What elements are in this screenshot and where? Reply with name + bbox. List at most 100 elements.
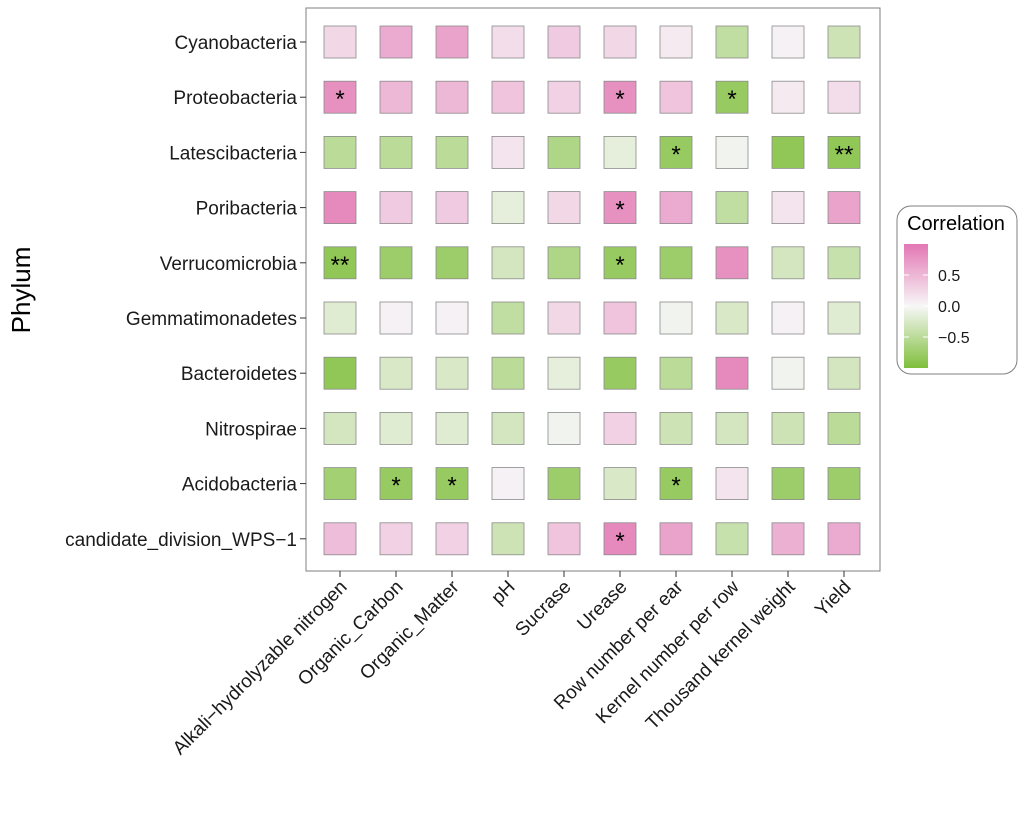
heatmap-cell xyxy=(323,246,357,280)
heatmap-cell xyxy=(491,80,525,114)
heatmap-cell xyxy=(715,522,749,556)
heatmap-cell xyxy=(715,246,749,280)
heatmap-cell xyxy=(323,191,357,225)
heatmap-cell xyxy=(771,191,805,225)
heatmap-cell xyxy=(827,80,861,114)
heatmap-cell xyxy=(827,191,861,225)
heatmap-cell xyxy=(659,467,693,501)
heatmap-cell xyxy=(715,135,749,169)
heatmap-cell xyxy=(603,356,637,390)
x-tick-label: Organic_Carbon xyxy=(294,577,407,690)
heatmap-cell xyxy=(435,301,469,335)
heatmap-cell xyxy=(827,135,861,169)
heatmap-cell xyxy=(491,522,525,556)
heatmap-cell xyxy=(659,191,693,225)
heatmap-cell xyxy=(715,25,749,59)
heatmap-cell xyxy=(771,522,805,556)
heatmap-cell xyxy=(547,467,581,501)
heatmap-cell xyxy=(603,25,637,59)
heatmap-cell xyxy=(771,301,805,335)
significance-mark: * xyxy=(727,86,736,113)
heatmap-cell xyxy=(771,356,805,390)
heatmap-cell xyxy=(603,191,637,225)
heatmap-cell xyxy=(547,301,581,335)
heatmap-cell xyxy=(771,246,805,280)
heatmap-cell xyxy=(323,25,357,59)
x-tick-label: Yield xyxy=(811,577,855,621)
heatmap-cell xyxy=(379,246,413,280)
x-tick-label: Organic_Matter xyxy=(356,576,464,684)
heatmap-cell xyxy=(715,356,749,390)
heatmap-cell xyxy=(771,135,805,169)
heatmap-cell xyxy=(435,135,469,169)
heatmap-cell xyxy=(435,467,469,501)
heatmap-cell xyxy=(603,80,637,114)
heatmap-cell xyxy=(491,135,525,169)
heatmap-cell xyxy=(659,246,693,280)
heatmap-cell xyxy=(603,411,637,445)
heatmap-cell xyxy=(827,467,861,501)
heatmap-cell xyxy=(771,411,805,445)
heatmap-cell xyxy=(827,411,861,445)
heatmap-cell xyxy=(715,467,749,501)
legend-ticks: 0.5 0.0 −0.5 xyxy=(904,268,970,347)
heatmap-cells: * * ** ***** ** * ** xyxy=(323,25,861,556)
heatmap-cell xyxy=(547,356,581,390)
heatmap-cell xyxy=(659,522,693,556)
heatmap-cell xyxy=(379,522,413,556)
heatmap-cell xyxy=(827,356,861,390)
y-tick-label: Verrucomicrobia xyxy=(160,254,298,275)
heatmap-cell xyxy=(491,467,525,501)
heatmap-cell xyxy=(379,301,413,335)
heatmap-cell xyxy=(379,25,413,59)
heatmap-cell xyxy=(323,80,357,114)
x-tick-label: Sucrase xyxy=(511,577,575,641)
heatmap-cell xyxy=(323,522,357,556)
heatmap-cell xyxy=(827,25,861,59)
heatmap-cell xyxy=(659,301,693,335)
heatmap-cell xyxy=(659,411,693,445)
significance-mark: * xyxy=(615,197,624,224)
y-tick-label: Latescibacteria xyxy=(169,143,297,164)
heatmap-cell xyxy=(435,246,469,280)
legend: Correlation 0.5 0.0 −0.5 xyxy=(896,205,1018,375)
heatmap-cell xyxy=(715,301,749,335)
heatmap-cell xyxy=(603,467,637,501)
y-tick-label: Proteobacteria xyxy=(173,88,297,109)
heatmap-cell xyxy=(547,246,581,280)
heatmap-cell xyxy=(379,80,413,114)
heatmap-cell xyxy=(827,301,861,335)
y-tick-label: candidate_division_WPS−1 xyxy=(65,530,297,551)
y-tick-labels: Cyanobacteria Proteobacteria Latescibacter… xyxy=(65,33,306,551)
heatmap-cell xyxy=(547,80,581,114)
y-tick-label: Cyanobacteria xyxy=(174,33,297,54)
x-tick-labels: Alkali−hydrolyzable nitrogenOrganic_Carb… xyxy=(169,571,856,759)
heatmap-cell xyxy=(547,411,581,445)
heatmap-cell xyxy=(491,191,525,225)
significance-mark: ** xyxy=(331,252,350,279)
legend-tick-label: 0.0 xyxy=(938,299,960,316)
heatmap-cell xyxy=(771,25,805,59)
heatmap-cell xyxy=(603,246,637,280)
heatmap-cell xyxy=(827,522,861,556)
heatmap-cell xyxy=(323,467,357,501)
heatmap-cell xyxy=(379,467,413,501)
heatmap-cell xyxy=(491,25,525,59)
heatmap-cell xyxy=(323,411,357,445)
heatmap-cell xyxy=(379,356,413,390)
heatmap-cell xyxy=(715,80,749,114)
significance-mark: * xyxy=(447,473,456,500)
heatmap-cell xyxy=(491,301,525,335)
y-tick-label: Acidobacteria xyxy=(182,475,298,496)
significance-mark: * xyxy=(615,86,624,113)
significance-mark: * xyxy=(615,528,624,555)
y-axis-title: Phylum xyxy=(6,247,36,334)
heatmap-cell xyxy=(435,191,469,225)
heatmap-cell xyxy=(491,246,525,280)
heatmap-cell xyxy=(491,356,525,390)
heatmap-cell xyxy=(547,191,581,225)
heatmap-cell xyxy=(659,356,693,390)
heatmap-cell xyxy=(547,25,581,59)
